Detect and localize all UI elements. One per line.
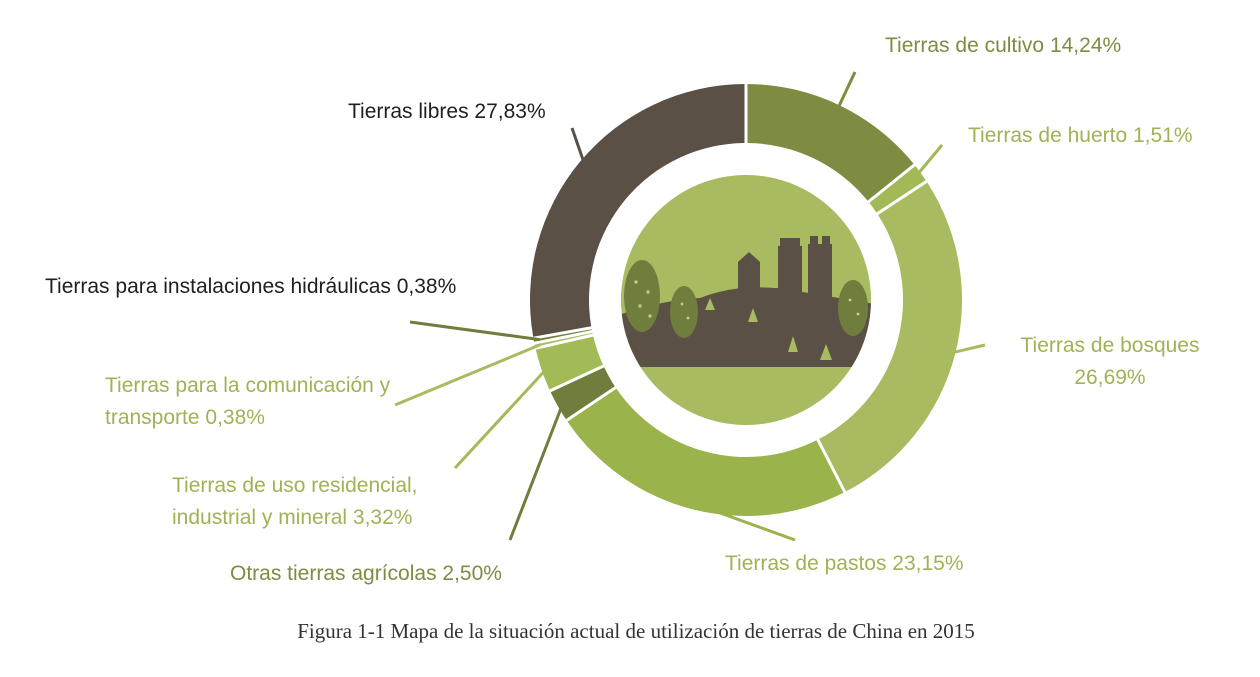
tree-trunk (639, 320, 645, 360)
leader-line-6 (453, 367, 549, 470)
tree-mid-left (670, 286, 698, 338)
leader-line-7 (394, 343, 542, 407)
slice-label-9: Tierras libres 27,83% (348, 100, 546, 123)
slice-label-8: Tierras para instalaciones hidráulicas 0… (45, 275, 456, 298)
slice-label-3: Tierras de bosques 26,69% (1021, 334, 1200, 389)
leader-line-5 (508, 402, 565, 541)
slice-label-7: Tierras para la comunicación y transporte… (105, 374, 391, 429)
donut-slices (530, 84, 962, 516)
tower-right (808, 244, 832, 326)
tower-right-cap2 (822, 236, 830, 244)
slice-2 (869, 166, 926, 213)
slice-label-4: Tierras de pastos 23,15% (725, 552, 964, 575)
slice-1 (747, 84, 914, 201)
pine-tree (705, 298, 715, 310)
leader-lines (394, 71, 986, 542)
pine-tree (820, 344, 832, 360)
leader-line-2 (914, 144, 944, 178)
slice-7 (534, 332, 593, 347)
leader-line-4 (693, 501, 796, 542)
tower-right-cap (810, 236, 818, 244)
tree-trunk (851, 318, 856, 358)
leader-line-8 (409, 320, 540, 342)
pine-tree (788, 336, 798, 352)
pine-tree (748, 308, 758, 322)
center-illustration (621, 175, 871, 425)
tree-right (838, 280, 868, 336)
figure-caption: Figura 1-1 Mapa de la situación actual d… (297, 619, 975, 643)
slice-9 (530, 84, 745, 337)
tree-left (624, 260, 660, 332)
slice-4 (567, 388, 844, 516)
slice-6 (535, 336, 603, 390)
small-building (762, 288, 778, 318)
slice-label-2: Tierras de huerto 1,51% (968, 124, 1193, 147)
tower-left-cap (780, 238, 800, 246)
slice-label-6: Tierras de uso residencial, industrial y … (172, 474, 418, 529)
silo-roof (738, 252, 760, 262)
slice-5 (550, 367, 615, 420)
tree-trunk (681, 325, 686, 361)
leader-line-3 (948, 343, 986, 355)
slice-3 (819, 182, 962, 492)
slice-8 (533, 329, 592, 342)
leader-line-9 (570, 127, 587, 166)
slice-label-5: Otras tierras agrícolas 2,50% (230, 562, 502, 585)
slice-label-1: Tierras de cultivo 14,24% (885, 34, 1121, 57)
slice-labels: Tierras de cultivo 14,24% Tierras de huer… (45, 34, 1199, 585)
leader-line-1 (835, 71, 857, 112)
tower-left (778, 246, 802, 326)
silo (738, 262, 760, 322)
